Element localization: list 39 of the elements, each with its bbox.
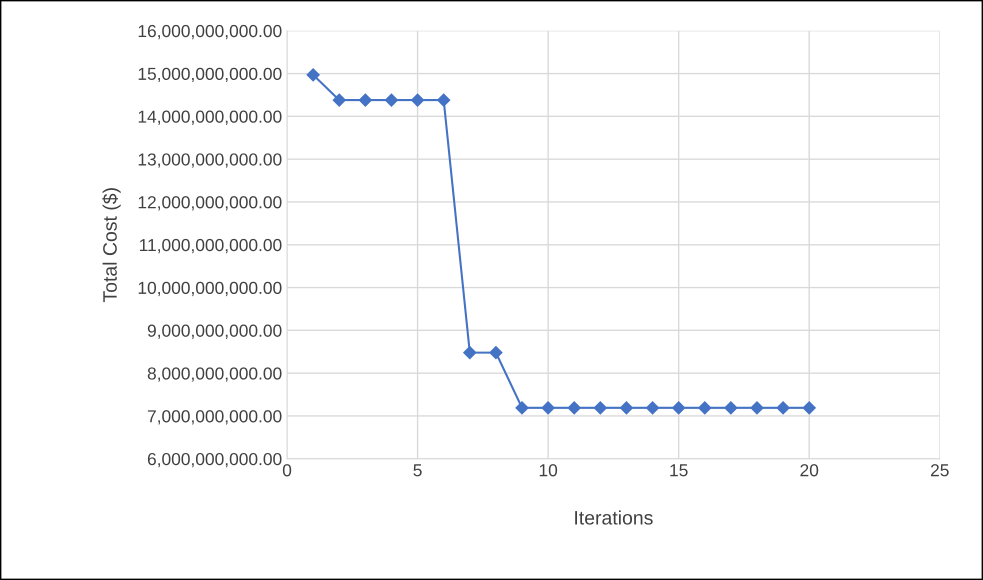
point: [672, 401, 686, 414]
point: [358, 93, 372, 107]
point: [750, 401, 764, 414]
y-tick-label: 7,000,000,000.00: [148, 410, 282, 424]
point: [724, 401, 738, 414]
y-tick-label: 16,000,000,000.00: [138, 24, 282, 40]
x-tick-label: 0: [282, 464, 292, 476]
y-tick-label: 6,000,000,000.00: [148, 452, 282, 468]
x-tick-label: 15: [670, 464, 688, 476]
y-tick-label: 9,000,000,000.00: [148, 324, 282, 339]
y-tick-label: 8,000,000,000.00: [148, 367, 282, 382]
point: [410, 93, 424, 107]
point: [489, 346, 502, 360]
point: [802, 401, 816, 414]
x-tick-label: 5: [413, 464, 422, 476]
y-tick-label: 12,000,000,000.00: [138, 196, 282, 210]
x-tick-label: 25: [930, 464, 949, 476]
point: [463, 346, 476, 360]
y-tick-label: 10,000,000,000.00: [138, 282, 282, 296]
y-axis-title: Total Cost ($): [102, 188, 121, 302]
point: [646, 401, 660, 414]
y-tick-label: 13,000,000,000.00: [138, 153, 282, 168]
point: [437, 93, 450, 107]
y-tick-label: 11,000,000,000.00: [140, 238, 282, 254]
y-tick-label: 14,000,000,000.00: [138, 110, 282, 125]
x-tick-label: 10: [540, 464, 558, 476]
x-tick-label: 20: [800, 464, 818, 476]
point: [515, 401, 529, 414]
point: [776, 401, 790, 414]
point: [594, 401, 607, 414]
y-tick-label: 15,000,000,000.00: [138, 68, 282, 82]
point: [542, 401, 555, 414]
point: [306, 68, 320, 82]
point: [332, 93, 346, 107]
point: [384, 93, 398, 107]
point: [698, 401, 712, 414]
point: [568, 401, 581, 414]
x-axis-title: Iterations: [575, 510, 653, 525]
point: [620, 401, 634, 414]
